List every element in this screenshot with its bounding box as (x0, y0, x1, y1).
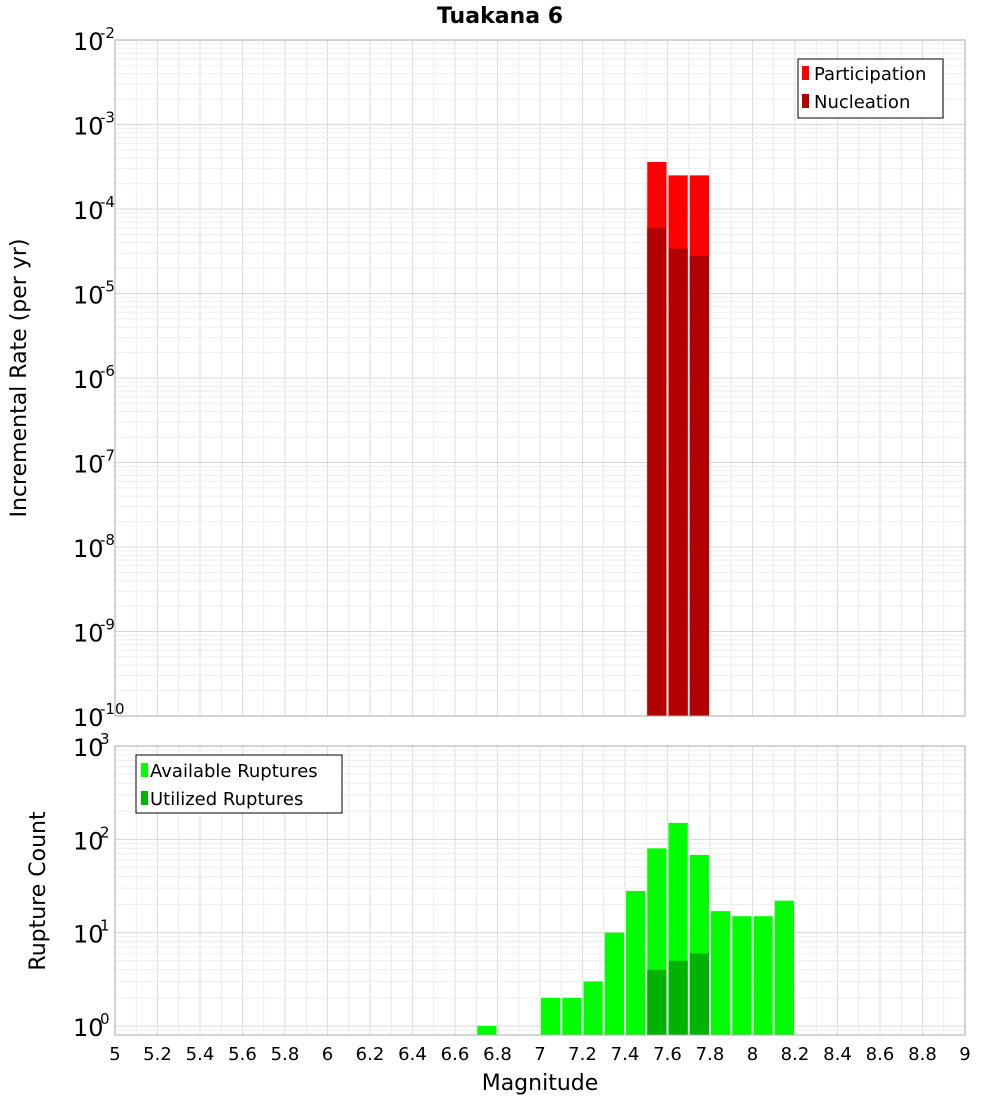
bottom-bar-series2 (668, 960, 688, 1035)
bottom-bar-series2 (647, 969, 667, 1035)
x-tick-label: 7.6 (653, 1044, 682, 1065)
x-tick-label: 5.8 (271, 1044, 300, 1065)
bottom-bar-series1 (477, 1025, 497, 1035)
top-y-tick-label: 10 (73, 28, 104, 56)
top-y-tick-label: 10 (73, 535, 104, 563)
bottom-bar-series1 (711, 911, 731, 1035)
x-tick-label: 6.4 (398, 1044, 427, 1065)
x-tick-label: 7.8 (696, 1044, 725, 1065)
top-y-tick-exponent: -2 (100, 24, 115, 42)
legend-swatch-available (141, 763, 148, 777)
bottom-bar-series1 (732, 916, 752, 1035)
bottom-plot-frame (114, 745, 966, 1036)
bottom-y-tick-label: 10 (73, 734, 104, 762)
x-tick-label: 8.8 (908, 1044, 937, 1065)
x-tick-label: 8.4 (823, 1044, 852, 1065)
bottom-y-tick-exponent: 2 (100, 823, 110, 841)
bottom-y-tick-label: 10 (73, 921, 104, 949)
bottom-y-tick-exponent: 0 (100, 1010, 110, 1028)
bottom-y-tick-exponent: 3 (100, 730, 110, 748)
legend-swatch-nucleation (802, 94, 809, 108)
top-bars (647, 161, 709, 716)
bottom-bar-series1 (626, 890, 646, 1035)
chart-title: Tuakana 6 (437, 4, 563, 29)
top-y-tick-label: 10 (73, 704, 104, 732)
top-y-tick-label: 10 (73, 282, 104, 310)
top-y-tick-label: 10 (73, 366, 104, 394)
x-tick-label: 5.6 (228, 1044, 257, 1065)
top-y-tick-exponent: -9 (100, 616, 115, 634)
x-tick-label: 9 (959, 1044, 970, 1065)
legend-label-nucleation: Nucleation (814, 92, 910, 113)
legend-label-participation: Participation (814, 64, 926, 85)
legend-label-utilized: Utilized Ruptures (150, 789, 303, 810)
legend-swatch-utilized (141, 791, 148, 805)
top-bar-series2 (689, 255, 709, 716)
x-tick-label: 5.2 (143, 1044, 172, 1065)
bottom-bar-series1 (562, 997, 582, 1035)
top-grid (114, 40, 966, 717)
top-plot-panel: 10-210-310-410-510-610-710-810-910-10 In… (7, 24, 966, 732)
bottom-y-tick-label: 10 (73, 1014, 104, 1042)
top-plot-frame (114, 39, 966, 717)
x-tick-label: 5.4 (186, 1044, 215, 1065)
legend-label-available: Available Ruptures (150, 761, 318, 782)
top-y-tick-exponent: -5 (100, 278, 115, 296)
bottom-bars (477, 822, 794, 1035)
top-y-tick-exponent: -8 (100, 531, 115, 549)
top-y-axis-label: Incremental Rate (per yr) (7, 239, 32, 518)
x-tick-label: 7.2 (568, 1044, 597, 1065)
x-tick-label: 6 (322, 1044, 333, 1065)
top-y-tick-exponent: -4 (100, 193, 115, 211)
bottom-bar-series1 (774, 900, 794, 1035)
top-bar-series2 (668, 248, 688, 716)
top-bar-series2 (647, 227, 667, 716)
top-legend: Participation Nucleation (797, 58, 944, 119)
bottom-y-tick-exponent: 1 (100, 917, 110, 935)
x-tick-label: 8.2 (781, 1044, 810, 1065)
bottom-y-tick-label: 10 (73, 827, 104, 855)
x-tick-labels: 5 5.2 5.4 5.6 5.8 6 6.2 6.4 6.6 6.8 7 7.2 7.4 7.6 7.8 8… (109, 1044, 970, 1065)
x-tick-label: 6.2 (356, 1044, 385, 1065)
x-tick-label: 8 (747, 1044, 758, 1065)
top-y-tick-labels: 10-210-310-410-510-610-710-810-910-10 (73, 24, 125, 732)
bottom-legend: Available Ruptures Utilized Ruptures (135, 754, 343, 814)
top-y-tick-label: 10 (73, 197, 104, 225)
top-y-tick-exponent: -7 (100, 447, 115, 465)
top-y-tick-exponent: -6 (100, 362, 115, 380)
top-y-tick-label: 10 (73, 451, 104, 479)
x-tick-label: 6.6 (441, 1044, 470, 1065)
legend-swatch-participation (802, 66, 809, 80)
x-tick-label: 5 (109, 1044, 120, 1065)
top-y-tick-exponent: -10 (100, 700, 125, 718)
x-tick-label: 7.4 (611, 1044, 640, 1065)
x-axis-label: Magnitude (482, 1071, 599, 1096)
x-tick-label: 8.6 (866, 1044, 895, 1065)
bottom-bar-series1 (541, 997, 561, 1035)
bottom-bar-series1 (583, 981, 603, 1035)
x-tick-label: 6.8 (483, 1044, 512, 1065)
bottom-bar-series2 (689, 953, 709, 1035)
bottom-grid (114, 746, 966, 1036)
top-y-tick-label: 10 (73, 620, 104, 648)
top-y-tick-label: 10 (73, 113, 104, 141)
bottom-y-axis-label: Rupture Count (26, 811, 51, 971)
top-y-tick-exponent: -3 (100, 109, 115, 127)
x-tick-label: 7 (534, 1044, 545, 1065)
bottom-bar-series1 (604, 932, 624, 1035)
bottom-bar-series1 (753, 916, 773, 1035)
